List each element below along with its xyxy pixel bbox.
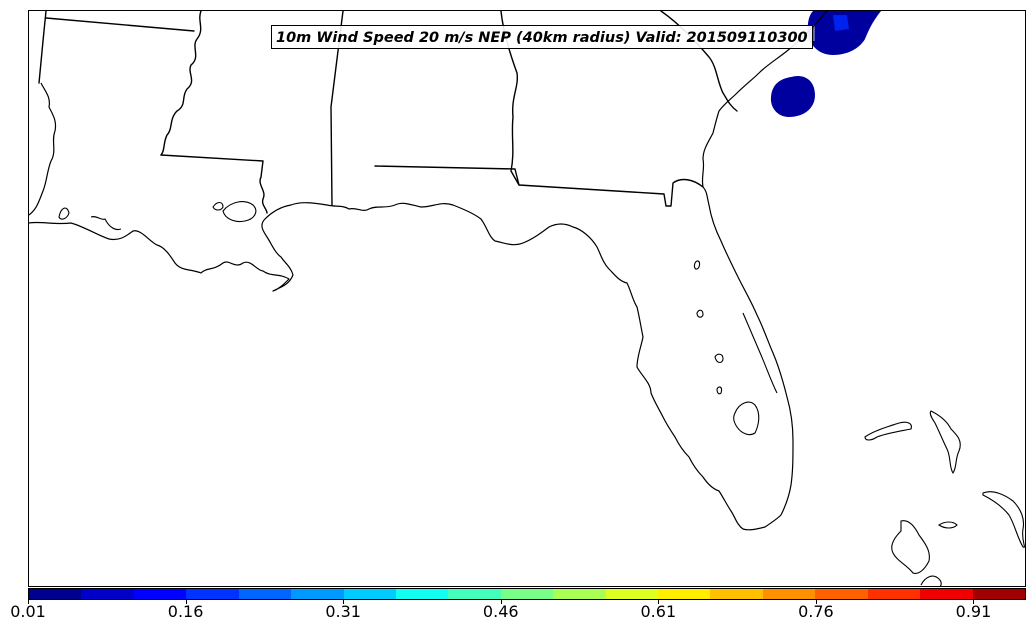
colorbar-segment xyxy=(291,589,344,599)
lake-okeechobee xyxy=(733,401,760,436)
state-border-ms-river xyxy=(160,11,202,156)
colorbar-tick xyxy=(343,600,345,604)
lake-small-4 xyxy=(693,260,701,270)
state-border-tx-la xyxy=(38,11,47,84)
map-title: 10m Wind Speed 20 m/s NEP (40km radius) … xyxy=(271,25,813,49)
island-abaco xyxy=(929,410,961,474)
colorbar-segment xyxy=(238,589,292,599)
coastline-louisiana xyxy=(29,202,782,531)
colorbar-segment xyxy=(815,589,868,599)
barrier-island-fl xyxy=(742,312,778,394)
colorbar-segment xyxy=(29,589,82,599)
colorbar-tick xyxy=(185,600,187,604)
colorbar-segment xyxy=(186,589,239,599)
island-new-providence xyxy=(938,521,958,529)
colorbar-tick xyxy=(815,600,817,604)
colorbar xyxy=(28,588,1026,600)
lake-small-2 xyxy=(714,353,724,364)
colorbar-segment xyxy=(553,589,606,599)
colorbar-segment xyxy=(605,589,659,599)
colorbar-tick-label: 0.01 xyxy=(10,602,46,621)
state-border-ar-la xyxy=(45,17,195,32)
map-panel: 10m Wind Speed 20 m/s NEP (40km radius) … xyxy=(28,10,1026,587)
colorbar-segment xyxy=(81,589,134,599)
colorbar-segment xyxy=(920,589,973,599)
lake-small-1 xyxy=(212,201,224,211)
colorbar-tick-label: 0.16 xyxy=(167,602,204,621)
colorbar-segment xyxy=(658,589,711,599)
lake-pontchartrain xyxy=(222,201,257,223)
colorbar-tick-label: 0.91 xyxy=(955,602,992,621)
colorbar-tick xyxy=(658,600,660,604)
colorbar-tick xyxy=(973,600,975,604)
colorbar-segment xyxy=(395,589,449,599)
colorbar-tick-label: 0.61 xyxy=(640,602,677,621)
colorbar-ticks xyxy=(28,600,1026,604)
lake-small-5 xyxy=(716,386,723,395)
coastline-texas xyxy=(29,82,57,216)
island-eleuthera xyxy=(982,491,1025,548)
colorbar-tick xyxy=(500,600,502,604)
colorbar-segment xyxy=(500,589,554,599)
colorbar-segment xyxy=(762,589,816,599)
colorbar-tick xyxy=(28,600,29,604)
lake-small-3 xyxy=(696,309,704,318)
colorbar-tick-label: 0.31 xyxy=(325,602,361,621)
colorbar-segment xyxy=(972,589,1026,599)
coastline-florida-atlantic xyxy=(702,186,794,516)
probability-area-georgia xyxy=(770,75,815,117)
probability-area-carolinas-core xyxy=(833,15,849,31)
island-andros xyxy=(891,520,930,574)
colorbar-tick-label: 0.46 xyxy=(482,602,519,621)
colorbar-segment xyxy=(710,589,763,599)
island-grand-bahama xyxy=(864,421,912,441)
state-border-al-fl xyxy=(374,165,704,207)
probability-area-carolinas xyxy=(807,11,881,55)
island-cuba-tip xyxy=(920,575,942,586)
colorbar-segment xyxy=(448,589,501,599)
lake-small-6 xyxy=(58,207,70,220)
barrier-island-la xyxy=(90,216,122,231)
colorbar-tick-label: 0.76 xyxy=(798,602,834,621)
state-border-la-ms xyxy=(160,154,268,214)
colorbar-segment xyxy=(133,589,187,599)
basemap xyxy=(29,11,1025,586)
colorbar-segment xyxy=(867,589,921,599)
colorbar-segment xyxy=(343,589,396,599)
